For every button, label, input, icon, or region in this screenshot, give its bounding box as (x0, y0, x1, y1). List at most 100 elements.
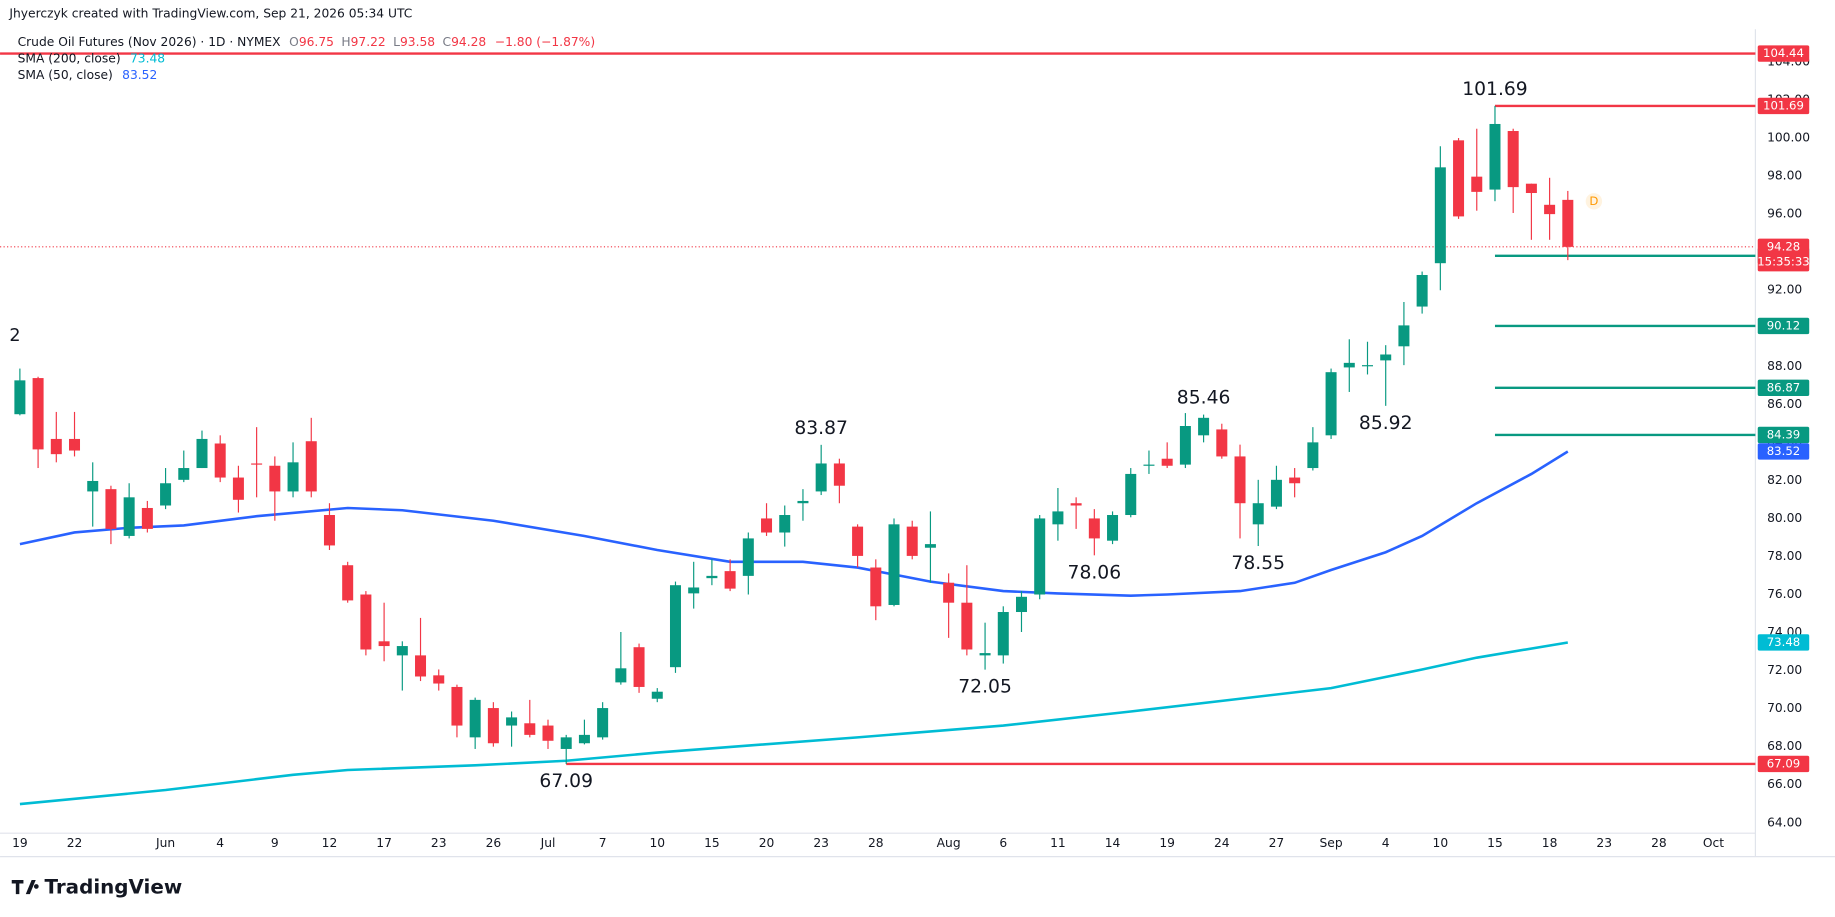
sma-value: 73.48 (130, 51, 165, 65)
candle-body (305, 441, 317, 492)
x-tick-label: 10 (1433, 836, 1449, 850)
candle-body (32, 378, 44, 450)
legend-key: H (341, 35, 350, 49)
candle-body (1143, 464, 1155, 466)
dividend-marker: D (1589, 194, 1598, 208)
candle-body (870, 567, 882, 607)
x-tick-label: 26 (486, 836, 502, 850)
candle-body (1034, 518, 1046, 595)
candle-body (1361, 365, 1373, 367)
candle-body (1216, 429, 1228, 457)
candle-body (1270, 479, 1282, 507)
y-tick-label: 88.00 (1767, 359, 1802, 373)
candle-body (651, 691, 663, 699)
candle-body (123, 497, 135, 536)
candle-body (852, 526, 864, 556)
candle-body (1380, 354, 1392, 361)
level-label-box (1757, 755, 1810, 773)
candle-body (87, 480, 99, 492)
legend-value: 96.75 (299, 35, 334, 49)
candle-body (1544, 204, 1556, 215)
candle-body (506, 717, 518, 726)
price-label: 94.28 (1767, 239, 1800, 253)
candle-body (1289, 477, 1301, 484)
candle-body (560, 737, 572, 749)
candle-body (961, 602, 973, 650)
x-tick-label: Jul (540, 836, 556, 850)
candle-body (1052, 511, 1064, 525)
candle-body (433, 675, 445, 684)
x-tick-label: 15 (704, 836, 720, 850)
x-tick-label: 10 (649, 836, 665, 850)
sma-name: SMA (50, close) (18, 67, 113, 81)
candle-body (415, 655, 427, 677)
y-tick-label: 100.00 (1767, 131, 1810, 145)
candle-body (815, 463, 827, 492)
symbol-legend: Crude Oil Futures (Nov 2026) · 1D · NYME… (18, 35, 596, 49)
sma-label: 73.48 (1767, 635, 1800, 649)
candle-body (269, 465, 281, 492)
annotation: 85.46 (1177, 388, 1231, 409)
sma-legend: SMA (200, close) 73.48 (18, 51, 166, 65)
x-tick-label: 23 (813, 836, 829, 850)
candle-body (1325, 372, 1337, 436)
y-tick-label: 86.00 (1767, 397, 1802, 411)
candle-body (1070, 503, 1082, 506)
candle-body (232, 477, 244, 500)
level-label: 86.87 (1767, 380, 1800, 394)
candle-body (761, 518, 773, 533)
price-label-box (1757, 238, 1810, 272)
candle-body (779, 515, 791, 533)
candle-body (1562, 199, 1574, 247)
clipped-label: 2 (9, 326, 20, 346)
candle-body (979, 653, 991, 656)
x-tick-label: 11 (1050, 836, 1066, 850)
candle-body (833, 463, 845, 486)
y-tick-label: 82.00 (1767, 473, 1802, 487)
x-tick-label: 6 (999, 836, 1007, 850)
candle-body (160, 483, 172, 506)
credit: Jhyerczyk created with TradingView.com, … (8, 7, 412, 21)
level-label: 101.69 (1763, 98, 1804, 112)
level-label: 84.39 (1767, 427, 1800, 441)
candle-body (105, 489, 117, 529)
level-label-box (1757, 45, 1810, 62)
x-tick-label: 24 (1214, 836, 1230, 850)
legend-value: 97.22 (351, 35, 386, 49)
x-tick-label: Aug (937, 836, 961, 850)
legend-key: C (443, 35, 452, 49)
x-tick-label: Jun (155, 836, 175, 850)
candle-body (1489, 123, 1501, 190)
annotation: 67.09 (539, 771, 593, 792)
level-label-box (1757, 97, 1810, 115)
sma-name: SMA (200, close) (18, 51, 121, 65)
candle-body (888, 524, 900, 605)
y-tick-label: 80.00 (1767, 511, 1802, 525)
x-tick-label: 27 (1269, 836, 1285, 850)
x-tick-label: 4 (216, 836, 224, 850)
candle-body (706, 575, 718, 579)
candle-body (1307, 442, 1319, 469)
candle-body (633, 647, 645, 687)
x-tick-label: Sep (1320, 836, 1343, 850)
level-label-box (1757, 426, 1810, 444)
candle-body (688, 587, 700, 594)
candle-body (196, 438, 208, 469)
y-tick-label: 78.00 (1767, 549, 1802, 563)
logo-icon (11, 880, 39, 895)
candle-body (469, 699, 481, 738)
candle-body (943, 582, 955, 603)
candle-body (1398, 325, 1410, 347)
y-tick-label: 70.00 (1767, 701, 1802, 715)
candle-body (1015, 596, 1027, 613)
sma-label-box (1757, 634, 1810, 651)
candle-body (542, 725, 554, 741)
y-tick-label: 66.00 (1767, 777, 1802, 791)
legend-value: 94.28 (451, 35, 486, 49)
sma-value: 83.52 (122, 67, 157, 81)
y-tick-label: 98.00 (1767, 169, 1802, 183)
level-label-box (1757, 317, 1810, 335)
x-tick-label: 17 (376, 836, 392, 850)
y-tick-label: 68.00 (1767, 739, 1802, 753)
